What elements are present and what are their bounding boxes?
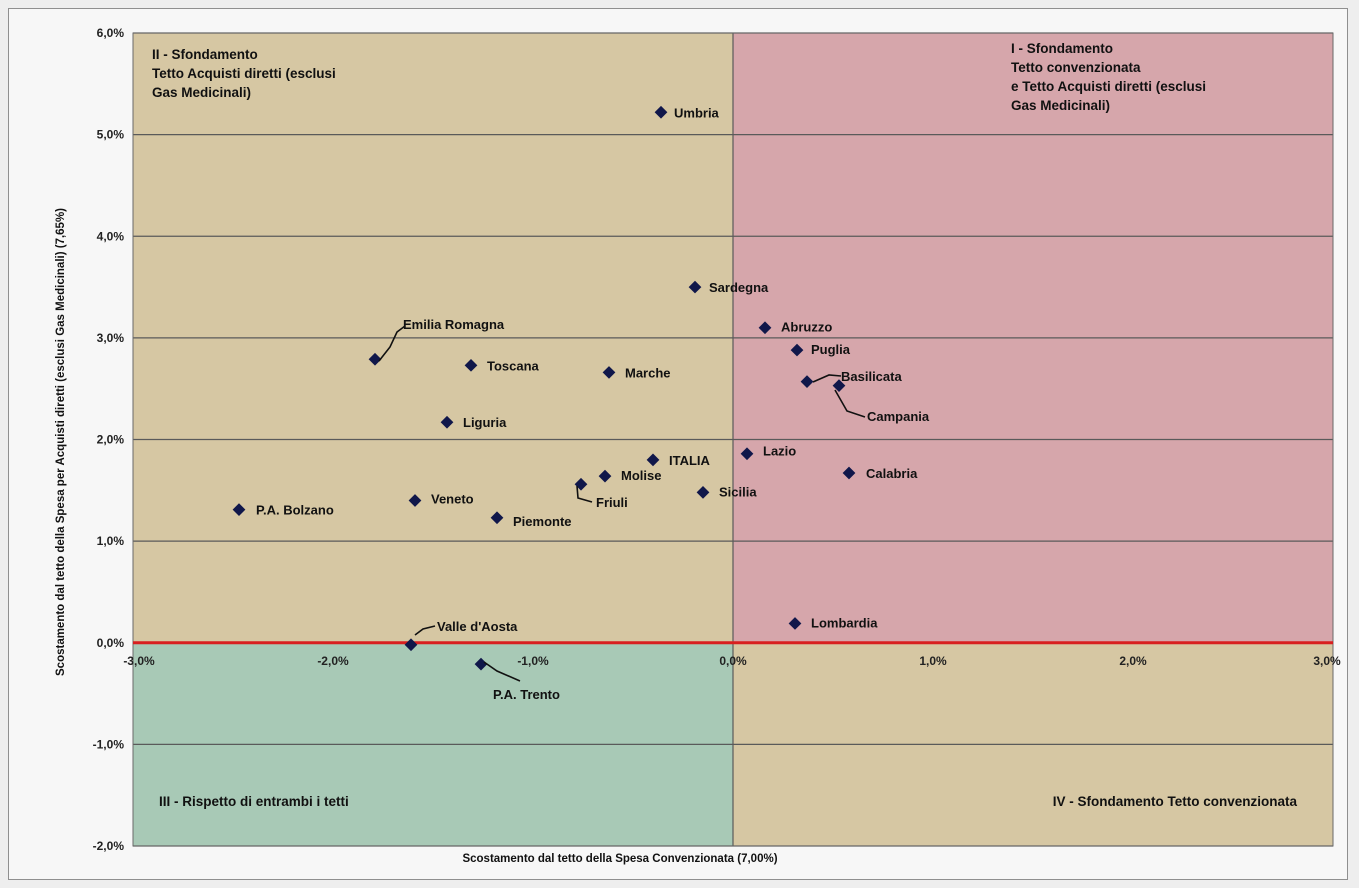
quadrant-iii-label-line: III - Rispetto di entrambi i tetti	[159, 794, 349, 809]
point-label: Basilicata	[841, 369, 902, 384]
point-label: Toscana	[487, 358, 540, 373]
point-label: Campania	[867, 409, 930, 424]
x-tick-label: -1,0%	[517, 654, 549, 668]
diamond-marker	[440, 415, 454, 429]
point-label: Puglia	[811, 342, 851, 357]
y-tick-label: 0,0%	[97, 636, 125, 650]
data-point: Emilia Romagna	[368, 317, 505, 366]
x-tick-label: 0,0%	[719, 654, 747, 668]
x-tick-label: 1,0%	[919, 654, 947, 668]
quadrant-i-label-line: Gas Medicinali)	[1011, 98, 1110, 113]
leader-line	[834, 389, 866, 418]
point-label: Sicilia	[719, 484, 757, 499]
x-tick-label: 3,0%	[1313, 654, 1341, 668]
plot-border	[132, 32, 1334, 847]
quadrant-ii-label-line: II - Sfondamento	[152, 47, 258, 62]
diamond-marker	[368, 352, 382, 366]
leader-line	[483, 661, 521, 682]
diamond-marker	[490, 511, 504, 525]
chart-frame: 6,0% 5,0% 4,0% 3,0% 2,0% 1,0% 0,0% -1,0% -2,0% -3…	[8, 8, 1348, 880]
quadrant-iv-label-line: IV - Sfondamento Tetto convenzionata	[1053, 794, 1298, 809]
y-tick-label: 4,0%	[97, 229, 125, 243]
point-label: Emilia Romagna	[403, 317, 505, 332]
point-label: Abruzzo	[781, 320, 832, 335]
quadrant-iv-label: IV - Sfondamento Tetto convenzionata	[1053, 794, 1298, 809]
scatter-chart: 6,0% 5,0% 4,0% 3,0% 2,0% 1,0% 0,0% -1,0% -2,0% -3…	[55, 26, 1341, 865]
data-point: Toscana	[464, 358, 540, 373]
point-label: Liguria	[463, 415, 507, 430]
point-label: Valle d'Aosta	[437, 619, 518, 634]
y-tick-label: 3,0%	[97, 331, 125, 345]
data-point: Piemonte	[490, 511, 572, 529]
quadrant-ii-label-line: Tetto Acquisti diretti (esclusi	[152, 66, 336, 81]
y-tick-label: 5,0%	[97, 128, 125, 142]
data-point: Liguria	[440, 415, 507, 430]
point-label: Veneto	[431, 491, 474, 506]
y-tick-label: -2,0%	[93, 839, 125, 853]
diamond-marker	[408, 494, 422, 507]
data-point: P.A. Bolzano	[232, 503, 334, 518]
leader-line	[378, 325, 406, 362]
quadrant-ii-label: II - Sfondamento Tetto Acquisti diretti (…	[152, 47, 336, 100]
quadrant-i-label: I - Sfondamento Tetto convenzionata e Tett…	[1011, 41, 1206, 113]
y-tick-label: 6,0%	[97, 26, 125, 40]
point-label: Molise	[621, 468, 661, 483]
quadrant-i-label-line: Tetto convenzionata	[1011, 60, 1141, 75]
quadrant-ii-label-line: Gas Medicinali)	[152, 85, 251, 100]
diamond-marker	[232, 503, 246, 516]
data-point: Veneto	[408, 491, 474, 507]
quadrant-iii-label: III - Rispetto di entrambi i tetti	[159, 794, 349, 809]
diamond-marker	[464, 358, 478, 372]
point-label: Piemonte	[513, 514, 572, 529]
point-label: Sardegna	[709, 280, 769, 295]
quadrant-i-label-line: e Tetto Acquisti diretti (esclusi	[1011, 79, 1206, 94]
point-label: Marche	[625, 365, 671, 380]
x-tick-label: -3,0%	[123, 654, 155, 668]
quadrant-i-label-line: I - Sfondamento	[1011, 41, 1113, 56]
point-label: P.A. Trento	[493, 687, 560, 702]
y-tick-label: 1,0%	[97, 534, 125, 548]
x-axis-title: Scostamento dal tetto della Spesa Conven…	[462, 853, 777, 865]
y-axis-title: Scostamento dal tetto della Spesa per Ac…	[55, 208, 67, 676]
y-tick-label: -1,0%	[93, 737, 125, 751]
leader-line	[576, 485, 593, 503]
y-tick-label: 2,0%	[97, 433, 125, 447]
quadrant-labels: II - Sfondamento Tetto Acquisti diretti (…	[152, 41, 1297, 809]
point-label: ITALIA	[669, 453, 711, 468]
point-label: Calabria	[866, 466, 918, 481]
x-tick-label: 2,0%	[1119, 654, 1147, 668]
point-label: Lazio	[763, 444, 796, 459]
point-label: Umbria	[674, 105, 720, 120]
leader-line	[414, 625, 436, 636]
x-tick-label: -2,0%	[317, 654, 349, 668]
point-label: Lombardia	[811, 615, 878, 630]
leader-line	[812, 374, 842, 383]
point-label: Friuli	[596, 495, 628, 510]
point-label: P.A. Bolzano	[256, 503, 334, 518]
axes: 6,0% 5,0% 4,0% 3,0% 2,0% 1,0% 0,0% -1,0% -2,0% -3…	[93, 26, 1341, 853]
